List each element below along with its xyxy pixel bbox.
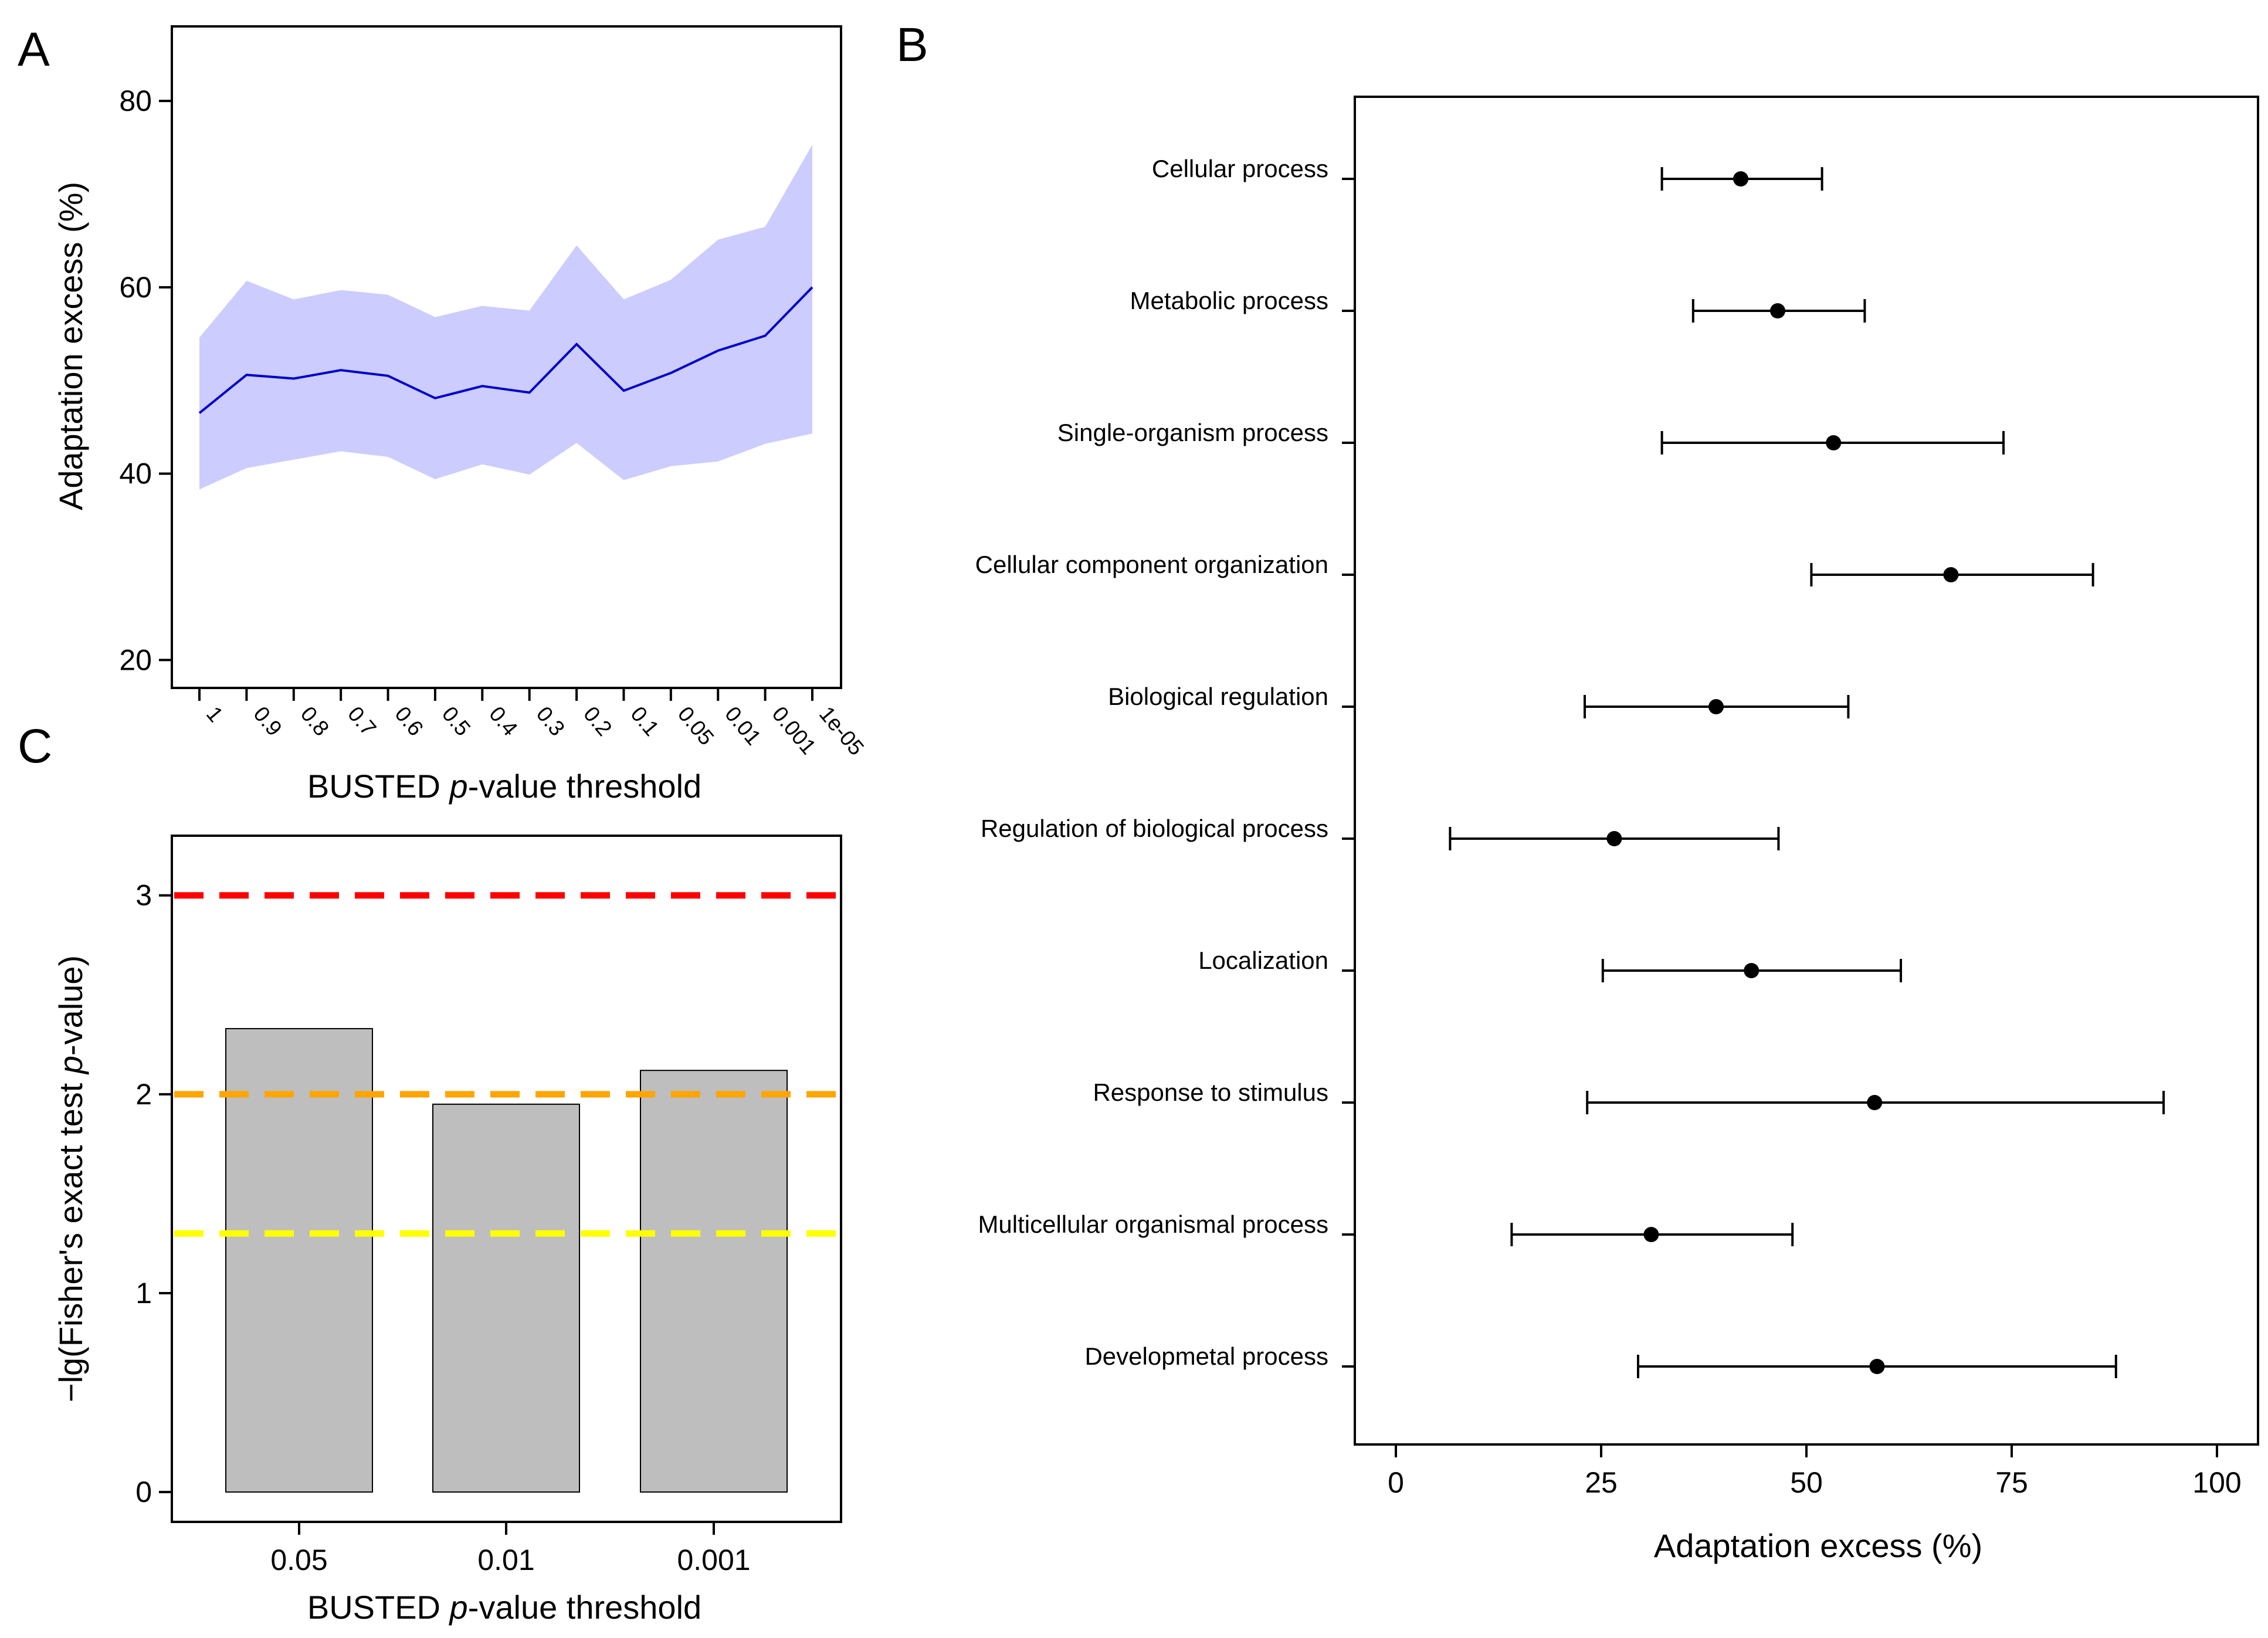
b-category-label: Multicellular organismal process [978,1210,1328,1238]
a-x-axis-title: BUSTED p-value threshold [307,768,701,805]
a-y-tick-label: 20 [119,643,152,676]
a-y-axis-title: Adaptation excess (%) [52,182,89,510]
b-category-label: Developmetal process [1084,1342,1328,1370]
c-bar [432,1103,580,1493]
b-category-axis: Cellular process Metabolic process Single-… [975,155,1355,1370]
b-point [1770,303,1785,318]
b-point [1606,831,1622,846]
b-points [1449,167,2165,1378]
a-x-tick-label: 0.1 [626,702,663,741]
c-y-axis: 0 1 2 3 [135,879,172,1508]
c-x-tick-label: 0.01 [477,1544,534,1576]
b-x-tick-label: 25 [1585,1466,1618,1499]
b-point [1708,699,1724,714]
c-x-axis: 0.05 0.01 0.001 [270,1522,751,1576]
b-category-label: Regulation of biological process [981,815,1328,842]
b-point [1826,435,1842,450]
a-plot-frame [171,25,842,689]
b-category-label: Single-organism process [1057,419,1328,446]
a-x-tick-label: 0.3 [532,702,569,741]
c-x-axis-title: BUSTED p-value threshold [307,1589,701,1626]
c-y-tick-label: 1 [135,1277,152,1310]
c-x-tick-label: 0.05 [270,1544,327,1576]
a-y-tick-label: 80 [119,84,152,117]
a-x-tick-label: 0.7 [343,702,381,741]
a-x-tick-label: 0.2 [579,702,616,741]
b-point [1744,963,1760,978]
a-x-tick-label: 0.4 [484,702,522,741]
panel-b: B Cellular process Metabolic process Singl… [896,18,2259,1564]
b-category-label: Metabolic process [1130,287,1328,314]
b-plot-frame [1354,96,2259,1446]
a-confidence-band [199,144,812,490]
a-x-tick-label: 0.5 [438,702,475,741]
b-point [1867,1095,1883,1110]
a-y-axis: 20 40 60 80 [119,84,172,676]
panel-a-letter: A [18,23,50,76]
b-x-tick-label: 50 [1790,1466,1823,1499]
b-point [1733,171,1748,186]
a-mean-line [198,286,813,414]
b-point [1943,567,1959,582]
c-bar [225,1027,373,1493]
c-x-tick-label: 0.001 [677,1544,750,1576]
a-x-tick-label: 0.8 [296,702,334,741]
c-y-tick-label: 2 [135,1078,152,1111]
b-x-tick-label: 100 [2192,1466,2241,1499]
c-bars [225,1027,788,1493]
b-point [1869,1359,1885,1374]
b-x-axis: 0 25 50 75 100 [1388,1444,2242,1499]
c-y-tick-label: 3 [135,879,152,912]
b-x-tick-label: 75 [1995,1466,2028,1499]
a-x-tick-label: 0.001 [767,702,821,759]
panel-c-letter: C [18,720,52,773]
b-category-label: Cellular component organization [975,551,1328,578]
b-x-tick-label: 0 [1388,1466,1404,1499]
a-x-axis: 1 0.9 0.8 0.7 0.6 0.5 0.4 0.3 0.2 0.1 0.05 0.01 0.00… [198,688,869,760]
a-x-tick-label: 0.6 [390,702,428,741]
a-x-tick-label: 1e-05 [815,702,869,760]
c-reference-lines [174,892,839,1237]
a-x-tick-label: 0.9 [249,702,286,741]
panel-a: A 20 40 60 80 1 0.9 0.8 0.7 0.6 0.5 0.4 0.3 0.2 0.1 0… [18,23,869,805]
a-x-tick-label: 1 [202,702,228,727]
b-x-axis-title: Adaptation excess (%) [1654,1527,1982,1564]
a-x-tick-label: 0.01 [720,702,766,750]
c-y-tick-label: 0 [135,1476,152,1508]
b-category-label: Cellular process [1152,155,1328,182]
a-y-tick-label: 40 [119,457,152,490]
panel-c: C 0 1 2 3 0.05 0.01 0.001 −lg(Fisher's exact … [18,720,842,1626]
a-x-tick-label: 0.05 [673,702,719,750]
a-y-tick-label: 60 [119,271,152,304]
b-category-label: Biological regulation [1108,683,1328,710]
c-bar [640,1070,788,1493]
b-category-label: Localization [1198,947,1328,974]
b-point [1643,1227,1659,1242]
b-category-label: Response to stimulus [1093,1079,1328,1106]
c-y-axis-title: −lg(Fisher's exact test p-value) [52,955,89,1402]
panel-b-letter: B [896,18,928,72]
